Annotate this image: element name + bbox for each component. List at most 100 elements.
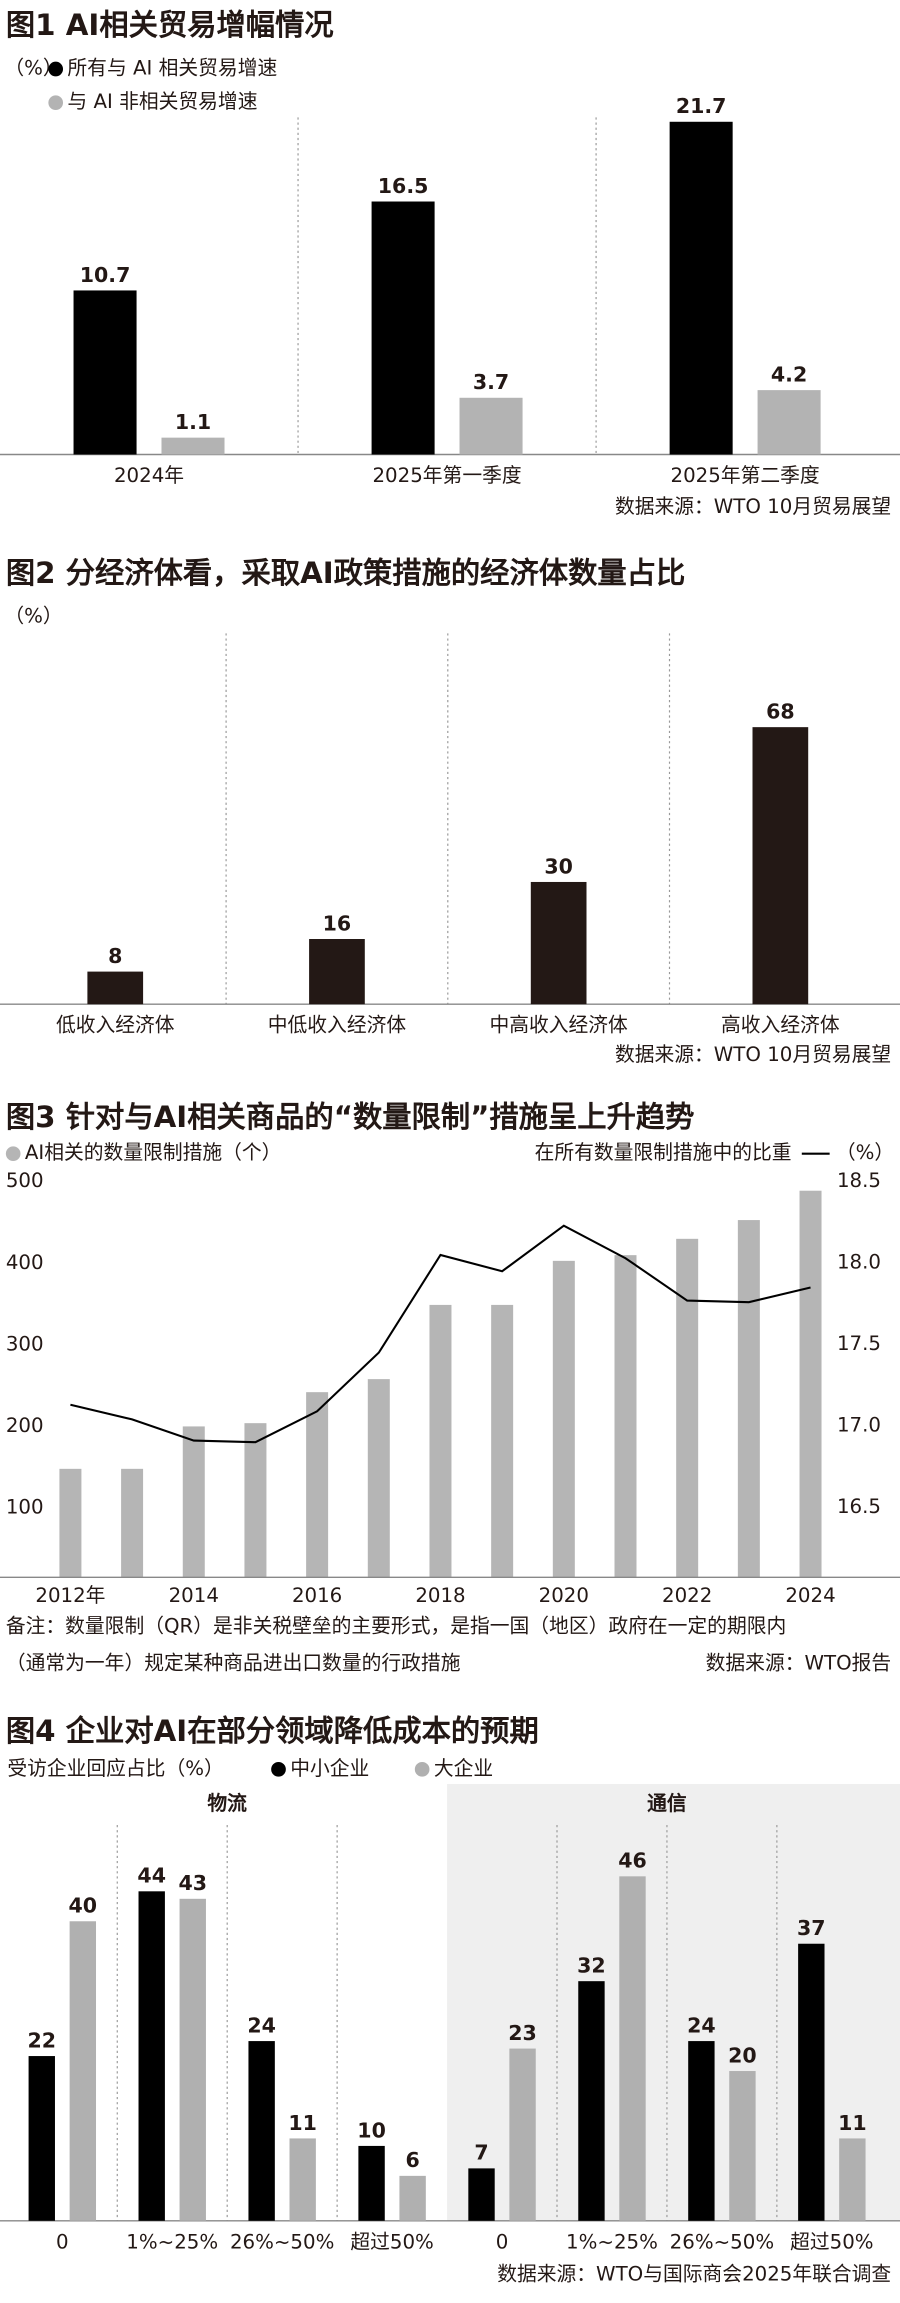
unit-label: （%） bbox=[4, 57, 62, 80]
y-tick-label: 300 bbox=[6, 1332, 44, 1355]
unit-label: （%） bbox=[4, 605, 62, 628]
x-tick-label: 2020 bbox=[539, 1584, 589, 1607]
value-label: 11 bbox=[838, 2111, 867, 2135]
bar bbox=[138, 1891, 165, 2221]
value-label: 3.7 bbox=[473, 370, 509, 394]
category-label: 2024年 bbox=[114, 464, 184, 487]
legend-marker bbox=[48, 95, 64, 111]
value-label: 68 bbox=[766, 699, 795, 723]
y-tick-label: 200 bbox=[6, 1414, 44, 1437]
category-label: 高收入经济体 bbox=[721, 1014, 840, 1037]
x-tick-label: 2018 bbox=[415, 1584, 465, 1607]
value-label: 43 bbox=[178, 1871, 207, 1895]
legend-label: 与 AI 非相关贸易增速 bbox=[67, 90, 257, 113]
source: 数据来源：WTO与国际商会2025年联合调查 bbox=[497, 2263, 891, 2286]
panel-title: 通信 bbox=[647, 1792, 687, 1815]
bar bbox=[87, 971, 144, 1005]
value-label: 21.7 bbox=[676, 94, 727, 118]
bar bbox=[309, 939, 365, 1005]
value-label: 37 bbox=[797, 1916, 826, 1940]
value-label: 24 bbox=[247, 2013, 276, 2037]
y-tick-label: 400 bbox=[6, 1251, 44, 1274]
bar bbox=[737, 1220, 760, 1578]
bar bbox=[459, 397, 523, 455]
chart-title: 图4 企业对AI在部分领域降低成本的预期 bbox=[6, 1714, 539, 1748]
category-label: 2025年第一季度 bbox=[372, 464, 521, 487]
category-label: 1%~25% bbox=[126, 2230, 218, 2253]
legend-label: 所有与 AI 相关贸易增速 bbox=[67, 57, 277, 80]
legend-label: 在所有数量限制措施中的比重 bbox=[535, 1141, 792, 1164]
bar bbox=[429, 1304, 452, 1578]
category-label: 中高收入经济体 bbox=[489, 1014, 628, 1037]
bar bbox=[491, 1304, 514, 1578]
legend-marker bbox=[414, 1762, 430, 1777]
bar bbox=[676, 1238, 699, 1578]
source: 数据来源：WTO 10月贸易展望 bbox=[615, 1043, 891, 1066]
legend-label: 中小企业 bbox=[290, 1757, 369, 1780]
legend-marker bbox=[48, 61, 64, 77]
bar bbox=[244, 1423, 267, 1578]
category-label: 0 bbox=[56, 2230, 69, 2253]
bar bbox=[399, 2175, 426, 2221]
bar bbox=[530, 881, 587, 1005]
bar bbox=[798, 1943, 825, 2221]
line bbox=[70, 1224, 811, 1444]
chart-title: 图2 分经济体看，采取AI政策措施的经济体数量占比 bbox=[6, 556, 685, 590]
legend-marker bbox=[271, 1762, 286, 1777]
bar bbox=[839, 2138, 866, 2221]
y-tick-label: 500 bbox=[6, 1169, 44, 1192]
bar bbox=[578, 1981, 605, 2221]
category-label: 26%~50% bbox=[670, 2230, 774, 2253]
y2-tick-label: 17.5 bbox=[837, 1332, 881, 1355]
value-label: 1.1 bbox=[175, 410, 211, 434]
note: 备注：数量限制（QR）是非关税壁垒的主要形式，是指一国（地区）政府在一定的期限内 bbox=[6, 1615, 786, 1638]
value-label: 16 bbox=[323, 911, 352, 935]
value-label: 16.5 bbox=[378, 174, 429, 198]
bar bbox=[28, 2056, 55, 2221]
panel-title: 物流 bbox=[207, 1792, 247, 1815]
bar bbox=[799, 1190, 822, 1578]
value-label: 11 bbox=[288, 2111, 317, 2135]
bar bbox=[669, 121, 733, 455]
category-label: 超过50% bbox=[350, 2230, 433, 2253]
value-label: 46 bbox=[618, 1849, 647, 1873]
bar bbox=[509, 2048, 536, 2221]
value-label: 40 bbox=[69, 1894, 98, 1918]
bar bbox=[121, 1468, 144, 1578]
chart-title: 图1 AI相关贸易增幅情况 bbox=[6, 8, 334, 42]
source: 数据来源：WTO报告 bbox=[706, 1651, 892, 1674]
value-label: 22 bbox=[27, 2028, 56, 2052]
value-label: 32 bbox=[577, 1954, 606, 1978]
bar bbox=[619, 1876, 646, 2221]
note: （通常为一年）规定某种商品进出口数量的行政措施 bbox=[6, 1651, 461, 1674]
unit-label: 受访企业回应占比（%） bbox=[7, 1757, 223, 1780]
value-label: 10.7 bbox=[80, 263, 131, 287]
x-tick-label: 2014 bbox=[169, 1584, 219, 1607]
value-label: 23 bbox=[508, 2021, 537, 2045]
bar bbox=[161, 437, 225, 455]
x-tick-label: 2016 bbox=[292, 1584, 342, 1607]
bar bbox=[358, 2145, 385, 2221]
y2-tick-label: 18.5 bbox=[837, 1169, 881, 1192]
category-label: 1%~25% bbox=[566, 2230, 658, 2253]
value-label: 8 bbox=[108, 944, 122, 968]
category-label: 0 bbox=[496, 2230, 509, 2253]
category-label: 低收入经济体 bbox=[56, 1014, 175, 1037]
bar bbox=[182, 1426, 205, 1578]
value-label: 10 bbox=[357, 2118, 386, 2142]
value-label: 24 bbox=[687, 2013, 716, 2037]
category-label: 2025年第二季度 bbox=[671, 464, 820, 487]
y2-tick-label: 18.0 bbox=[837, 1251, 881, 1274]
legend-label: 大企业 bbox=[434, 1757, 493, 1780]
value-label: 6 bbox=[405, 2148, 419, 2172]
value-label: 20 bbox=[728, 2043, 757, 2067]
bar bbox=[752, 727, 809, 1005]
y2-tick-label: 16.5 bbox=[837, 1495, 881, 1518]
source: 数据来源：WTO 10月贸易展望 bbox=[615, 495, 891, 518]
bar bbox=[614, 1255, 637, 1578]
bar bbox=[757, 390, 821, 455]
bar bbox=[552, 1260, 575, 1578]
chart-title: 图3 针对与AI相关商品的“数量限制”措施呈上升趋势 bbox=[6, 1100, 695, 1134]
category-label: 26%~50% bbox=[230, 2230, 334, 2253]
